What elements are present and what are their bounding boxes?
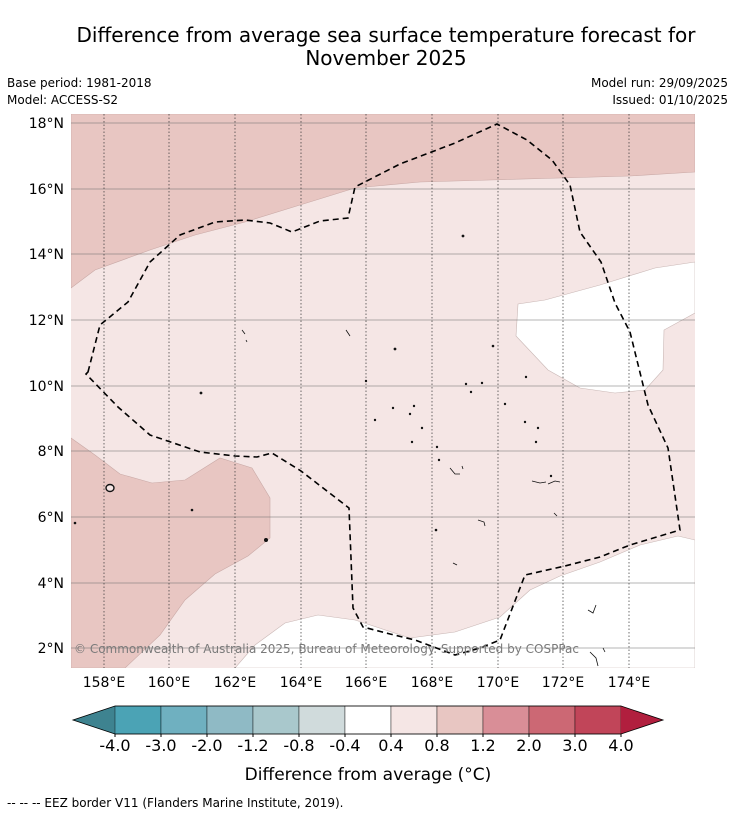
longitude-label: 162°E (214, 675, 257, 691)
longitude-label: 164°E (280, 675, 323, 691)
model-name: Model: ACCESS-S2 (7, 93, 119, 107)
colorbar-tick-label: -0.4 (329, 736, 360, 755)
colorbar-label: Difference from average (°C) (245, 765, 492, 785)
latitude-label: 14°N (29, 247, 64, 263)
colorbar-segment (252, 705, 300, 735)
colorbar-tick-label: -0.8 (283, 736, 314, 755)
island-large (105, 483, 115, 493)
eez-border (84, 123, 681, 656)
colorbar-tick-label: -4.0 (99, 736, 130, 755)
latitude-label: 18°N (29, 116, 64, 132)
latitude-gridlines (71, 122, 695, 649)
colorbar-segment (574, 705, 622, 735)
longitude-label: 158°E (83, 675, 126, 691)
latitude-label: 10°N (29, 379, 64, 395)
colorbar: -4.0 -3.0 -2.0 -1.2 -0.8 -0.4 0.4 0.8 1.2 2.0 3.0 4… (71, 705, 665, 755)
colorbar-tick-label: -3.0 (145, 736, 176, 755)
colorbar-extend-low (73, 706, 115, 734)
colorbar-tick-label: 1.2 (470, 736, 495, 755)
colorbar-segment (344, 705, 392, 735)
colorbar-segment (298, 705, 346, 735)
eez-legend: -- -- -- EEZ border V11 (Flanders Marine… (7, 796, 344, 810)
colorbar-tick-label: 3.0 (562, 736, 587, 755)
neutral-region-east (515, 261, 695, 394)
base-period: Base period: 1981-2018 (7, 76, 152, 90)
colorbar-segment (390, 705, 438, 735)
islands (73, 234, 606, 667)
longitude-label: 170°E (477, 675, 520, 691)
longitude-label: 168°E (411, 675, 454, 691)
colorbar-segment (528, 705, 576, 735)
latitude-label: 4°N (38, 576, 64, 592)
latitude-label: 6°N (38, 510, 64, 526)
longitude-gridlines (103, 114, 630, 668)
colorbar-segment (114, 705, 162, 735)
anomaly-region-north-warm (71, 114, 695, 289)
issued-date: Issued: 01/10/2025 (612, 93, 728, 107)
copyright-notice: © Commonwealth of Australia 2025, Bureau… (74, 642, 579, 656)
anomaly-region-southwest-warm (71, 437, 271, 668)
neutral-region-southeast (234, 535, 695, 668)
colorbar-segment (206, 705, 254, 735)
map-title-line-2: November 2025 (305, 46, 467, 70)
latitude-label: 12°N (29, 313, 64, 329)
latitude-label: 2°N (38, 641, 64, 657)
longitude-label: 174°E (608, 675, 651, 691)
colorbar-tick-label: 0.8 (424, 736, 449, 755)
model-run-date: Model run: 29/09/2025 (590, 76, 728, 90)
colorbar-tick-label: -1.2 (237, 736, 268, 755)
latitude-label: 16°N (29, 182, 64, 198)
latitude-label: 8°N (38, 444, 64, 460)
anomaly-field (71, 114, 695, 668)
colorbar-extend-high (621, 706, 663, 734)
colorbar-tick-label: 2.0 (516, 736, 541, 755)
longitude-label: 172°E (542, 675, 585, 691)
colorbar-segment (482, 705, 530, 735)
longitude-label: 166°E (345, 675, 388, 691)
longitude-label: 160°E (148, 675, 191, 691)
colorbar-tick-label: 4.0 (608, 736, 633, 755)
colorbar-tick-label: 0.4 (378, 736, 403, 755)
colorbar-tick-label: -2.0 (191, 736, 222, 755)
colorbar-segment (436, 705, 484, 735)
colorbar-segment (160, 705, 208, 735)
map-title-line-1: Difference from average sea surface temp… (76, 23, 696, 47)
